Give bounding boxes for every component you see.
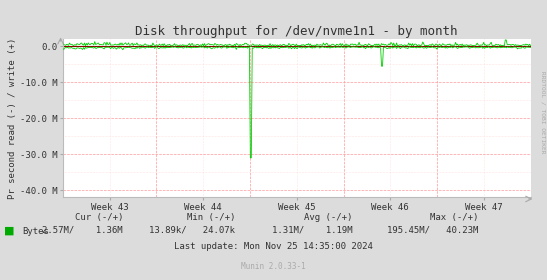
Text: Munin 2.0.33-1: Munin 2.0.33-1 xyxy=(241,262,306,271)
Text: Avg (-/+): Avg (-/+) xyxy=(305,213,353,222)
Title: Disk throughput for /dev/nvme1n1 - by month: Disk throughput for /dev/nvme1n1 - by mo… xyxy=(136,25,458,38)
Text: ■: ■ xyxy=(4,226,15,236)
Y-axis label: Pr second read (-) / write (+): Pr second read (-) / write (+) xyxy=(8,38,17,199)
Text: Cur (-/+): Cur (-/+) xyxy=(75,213,123,222)
Text: Last update: Mon Nov 25 14:35:00 2024: Last update: Mon Nov 25 14:35:00 2024 xyxy=(174,242,373,251)
Text: Min (-/+): Min (-/+) xyxy=(187,213,235,222)
Text: Max (-/+): Max (-/+) xyxy=(430,213,479,222)
Text: 1.31M/    1.19M: 1.31M/ 1.19M xyxy=(272,225,353,234)
Text: RRDTOOL / TOBI OETIKER: RRDTOOL / TOBI OETIKER xyxy=(540,71,546,153)
Text: 2.57M/    1.36M: 2.57M/ 1.36M xyxy=(43,225,123,234)
Text: 13.89k/   24.07k: 13.89k/ 24.07k xyxy=(149,225,235,234)
Text: 195.45M/   40.23M: 195.45M/ 40.23M xyxy=(387,225,479,234)
Text: Bytes: Bytes xyxy=(22,227,49,235)
